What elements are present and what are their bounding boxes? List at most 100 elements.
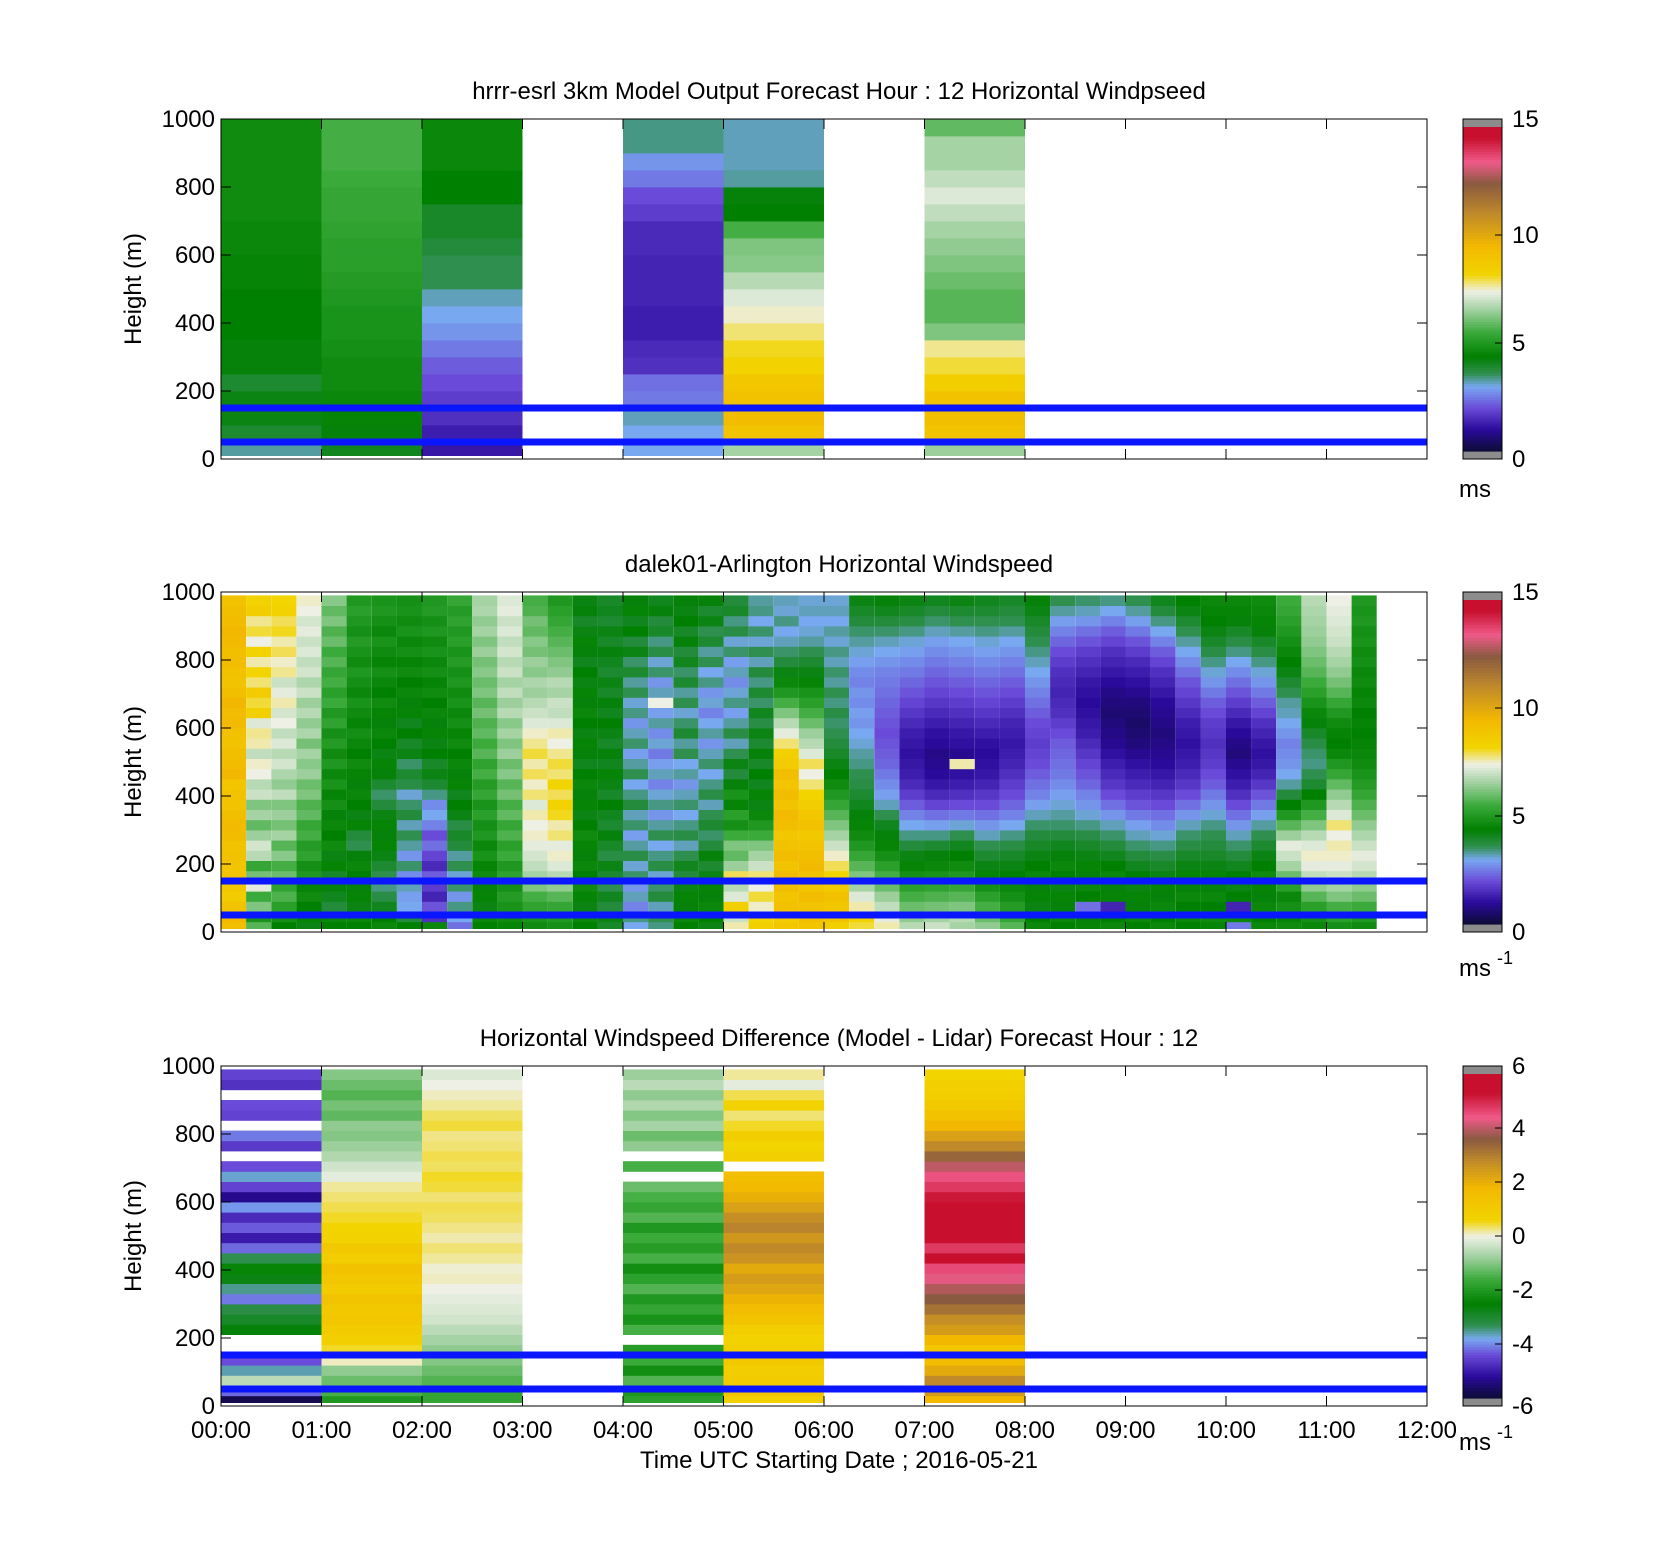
- heatmap-cell: [824, 666, 850, 678]
- colorbar-segment: [1463, 1281, 1502, 1286]
- heatmap-cell: [1226, 891, 1252, 902]
- heatmap-cell: [748, 809, 774, 821]
- heatmap-cell: [271, 768, 297, 780]
- colorbar-segment: [1463, 321, 1502, 325]
- heatmap-cell: [422, 1273, 523, 1284]
- heatmap-cell: [396, 789, 422, 800]
- heatmap-cell: [1351, 666, 1377, 678]
- heatmap-cell: [748, 636, 774, 647]
- heatmap-cell: [1175, 901, 1201, 912]
- heatmap-cell: [547, 768, 573, 780]
- heatmap-cell: [673, 656, 699, 668]
- heatmap-cell: [221, 830, 247, 841]
- heatmap-cell: [246, 748, 272, 759]
- colorbar-segment: [1463, 791, 1502, 795]
- heatmap-cell: [271, 819, 297, 831]
- heatmap-cell: [221, 1242, 322, 1254]
- heatmap-cell: [924, 221, 1025, 239]
- colorbar-tick-label: -4: [1512, 1331, 1533, 1358]
- heatmap-cell: [949, 666, 975, 678]
- heatmap-cell: [1226, 840, 1252, 851]
- heatmap-cell: [1100, 870, 1126, 882]
- heatmap-cell: [1100, 636, 1126, 647]
- colorbar-segment: [1463, 186, 1502, 190]
- heatmap-cell: [723, 1181, 824, 1193]
- heatmap-cell: [773, 646, 799, 657]
- heatmap-cell: [623, 881, 649, 892]
- chart-title: Horizontal Windspeed Difference (Model -…: [480, 1025, 1199, 1052]
- colorbar-segment: [1463, 886, 1502, 890]
- colorbar-segment: [1463, 832, 1502, 836]
- heatmap-cell: [949, 615, 975, 627]
- heatmap-cell: [623, 425, 724, 443]
- colorbar-segment: [1463, 1103, 1502, 1107]
- heatmap-cell: [1025, 870, 1051, 882]
- heatmap-cell: [949, 830, 975, 841]
- heatmap-cell: [673, 697, 699, 708]
- heatmap-cell: [874, 626, 900, 637]
- heatmap-cell: [1251, 748, 1277, 759]
- heatmap-cell: [999, 748, 1025, 759]
- heatmap-cell: [798, 870, 824, 882]
- heatmap-cell: [673, 687, 699, 698]
- colorbar-segment: [1463, 1101, 1502, 1105]
- x-tick-label: 10:00: [1196, 1417, 1256, 1444]
- heatmap-cell: [949, 768, 975, 780]
- heatmap-cell: [321, 1212, 422, 1223]
- heatmap-cell: [773, 850, 799, 861]
- colorbar-segment: [1463, 340, 1502, 344]
- colorbar-segment: [1463, 302, 1502, 306]
- colorbar-segment: [1463, 1365, 1502, 1369]
- heatmap-cell: [1125, 707, 1151, 719]
- heatmap-cell: [1301, 707, 1327, 719]
- heatmap-cell: [1351, 748, 1377, 759]
- heatmap-cell: [1100, 717, 1126, 729]
- heatmap-cell: [723, 255, 824, 273]
- heatmap-cell: [623, 809, 649, 821]
- colorbar-tick-label: 10: [1512, 695, 1539, 722]
- heatmap-cell: [422, 1344, 523, 1356]
- heatmap-cell: [371, 605, 397, 617]
- heatmap-cell: [1276, 758, 1302, 770]
- heatmap-cell: [396, 819, 422, 831]
- colorbar-segment: [1463, 1325, 1502, 1329]
- heatmap-cell: [422, 1100, 523, 1111]
- colorbar-segment: [1463, 837, 1502, 841]
- colorbar-segment: [1463, 1373, 1502, 1377]
- colorbar-segment: [1463, 218, 1502, 223]
- heatmap-cell: [849, 779, 875, 790]
- heatmap-cell: [1075, 799, 1101, 810]
- heatmap-cell: [1175, 799, 1201, 810]
- heatmap-cell: [422, 1324, 523, 1335]
- heatmap-cell: [396, 881, 422, 892]
- colorbar-segment: [1463, 864, 1502, 868]
- heatmap-cell: [597, 901, 623, 912]
- heatmap-cell: [899, 809, 925, 821]
- heatmap-cell: [924, 707, 950, 719]
- profile-column: [1301, 595, 1327, 929]
- heatmap-cell: [874, 901, 900, 912]
- colorbar-segment: [1463, 1346, 1502, 1350]
- heatmap-cell: [1050, 768, 1076, 780]
- heatmap-cell: [547, 707, 573, 719]
- colorbar-segment: [1463, 270, 1502, 274]
- colorbar-segment: [1463, 208, 1502, 212]
- heatmap-cell: [623, 666, 649, 678]
- heatmap-cell: [723, 860, 749, 872]
- colorbar-segment: [1463, 702, 1502, 706]
- heatmap-cell: [296, 850, 322, 861]
- heatmap-cell: [924, 1171, 1025, 1182]
- heatmap-cell: [773, 687, 799, 698]
- heatmap-cell: [1075, 840, 1101, 851]
- y-tick-label: 200: [175, 851, 215, 878]
- heatmap-cell: [1326, 870, 1352, 882]
- colorbar-segment: [1463, 764, 1502, 768]
- heatmap-cell: [698, 748, 724, 759]
- heatmap-cell: [346, 728, 372, 739]
- heatmap-cell: [748, 666, 774, 678]
- heatmap-cell: [974, 748, 1000, 759]
- heatmap-cell: [1050, 779, 1076, 790]
- heatmap-cell: [673, 707, 699, 719]
- heatmap-cell: [673, 636, 699, 647]
- heatmap-cell: [673, 626, 699, 637]
